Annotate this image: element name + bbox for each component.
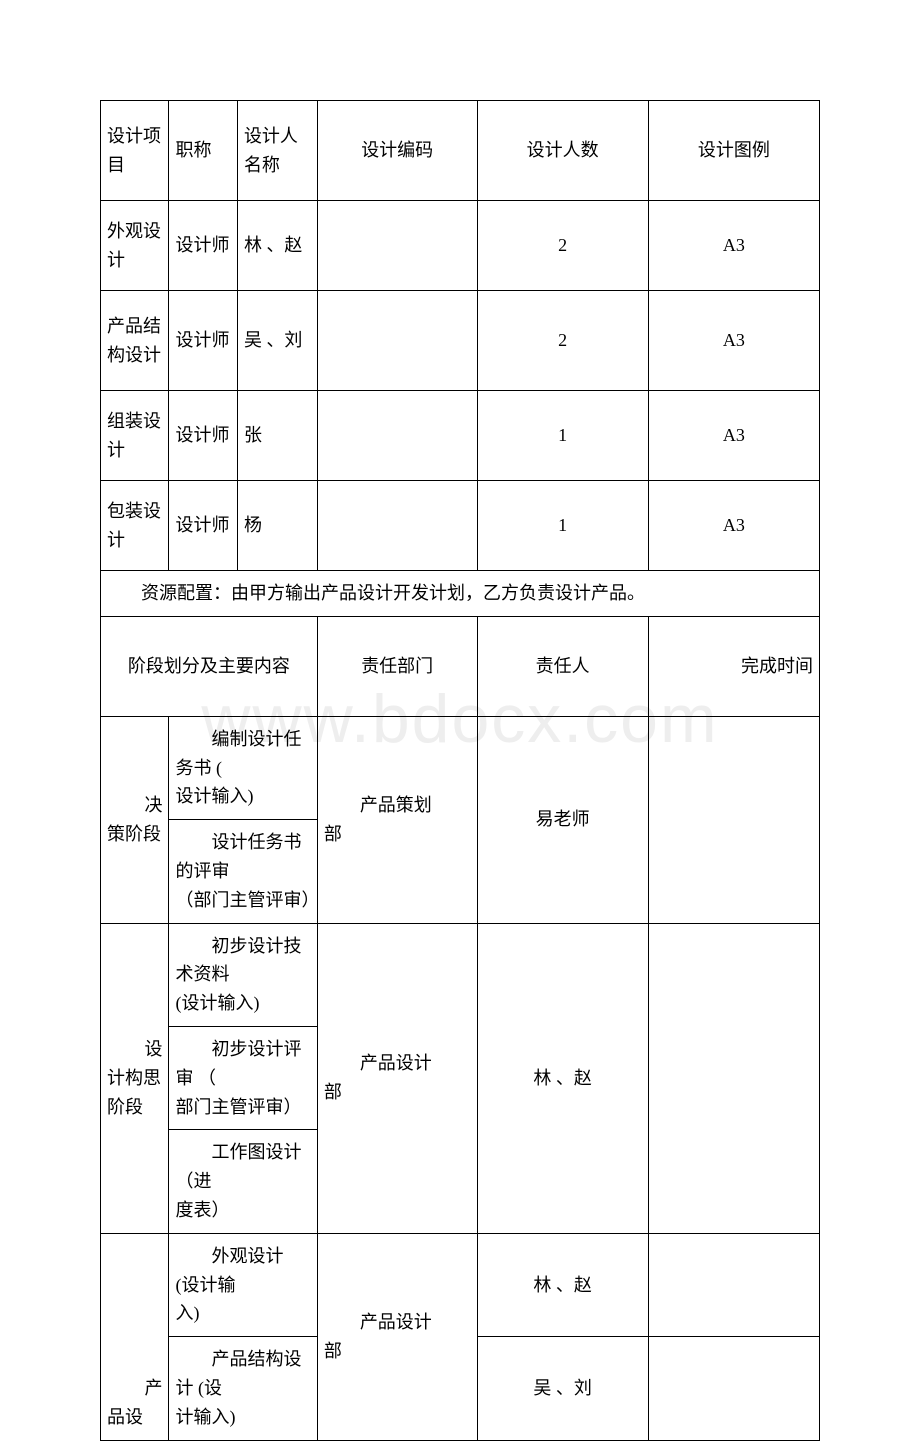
stage-item: 外观设计 (设计输入) [169, 1233, 317, 1336]
stage-person: 林 、赵 [477, 1233, 648, 1336]
cell-code [317, 481, 477, 571]
cell-designer: 张 [237, 391, 317, 481]
resource-config: 资源配置：由甲方输出产品设计开发计划，乙方负责设计产品。 [101, 571, 820, 617]
cell-count: 1 [477, 391, 648, 481]
cell-code [317, 201, 477, 291]
cell-legend: A3 [648, 291, 819, 391]
stage-label: 决策阶段 [101, 716, 169, 923]
design-table: 设计项目 职称 设计人名称 设计编码 设计人数 设计图例 外观设计 设计师 林 … [100, 100, 820, 1441]
cell-title: 设计师 [169, 481, 237, 571]
cell-legend: A3 [648, 391, 819, 481]
header-dept: 责任部门 [317, 616, 477, 716]
cell-title: 设计师 [169, 291, 237, 391]
stage-person: 易老师 [477, 716, 648, 923]
cell-title: 设计师 [169, 201, 237, 291]
stage-dept: 产品设计部 [317, 1233, 477, 1440]
cell-code [317, 391, 477, 481]
stage-item: 编制设计任务书 (设计输入) [169, 716, 317, 819]
stage-item: 初步设计技术资料 (设计输入) [169, 923, 317, 1026]
header-person: 责任人 [477, 616, 648, 716]
header-count: 设计人数 [477, 101, 648, 201]
cell-title: 设计师 [169, 391, 237, 481]
header-title: 职称 [169, 101, 237, 201]
stage-item: 设计任务书的评审（部门主管评审） [169, 820, 317, 923]
stage-item: 初步设计评审 （部门主管评审） [169, 1026, 317, 1129]
cell-count: 2 [477, 291, 648, 391]
cell-designer: 吴 、刘 [237, 291, 317, 391]
header-legend: 设计图例 [648, 101, 819, 201]
cell-count: 1 [477, 481, 648, 571]
cell-project: 组装设计 [101, 391, 169, 481]
stage-label: 产品设 [101, 1233, 169, 1440]
stage-time [648, 1337, 819, 1440]
stage-time [648, 1233, 819, 1336]
cell-count: 2 [477, 201, 648, 291]
header-designer: 设计人名称 [237, 101, 317, 201]
stage-dept: 产品设计部 [317, 923, 477, 1233]
cell-legend: A3 [648, 201, 819, 291]
stage-time [648, 923, 819, 1233]
cell-project: 产品结构设计 [101, 291, 169, 391]
header-code: 设计编码 [317, 101, 477, 201]
stage-label: 设计构思阶段 [101, 923, 169, 1233]
header-time: 完成时间 [648, 616, 819, 716]
header-stage: 阶段划分及主要内容 [101, 616, 318, 716]
stage-item: 工作图设计 （进度表） [169, 1130, 317, 1233]
cell-designer: 林 、赵 [237, 201, 317, 291]
stage-person: 吴 、刘 [477, 1337, 648, 1440]
cell-code [317, 291, 477, 391]
cell-project: 外观设计 [101, 201, 169, 291]
header-project: 设计项目 [101, 101, 169, 201]
cell-designer: 杨 [237, 481, 317, 571]
stage-dept: 产品策划部 [317, 716, 477, 923]
stage-item: 产品结构设计 (设计输入) [169, 1337, 317, 1440]
cell-project: 包装设计 [101, 481, 169, 571]
cell-legend: A3 [648, 481, 819, 571]
stage-time [648, 716, 819, 923]
stage-person: 林 、赵 [477, 923, 648, 1233]
